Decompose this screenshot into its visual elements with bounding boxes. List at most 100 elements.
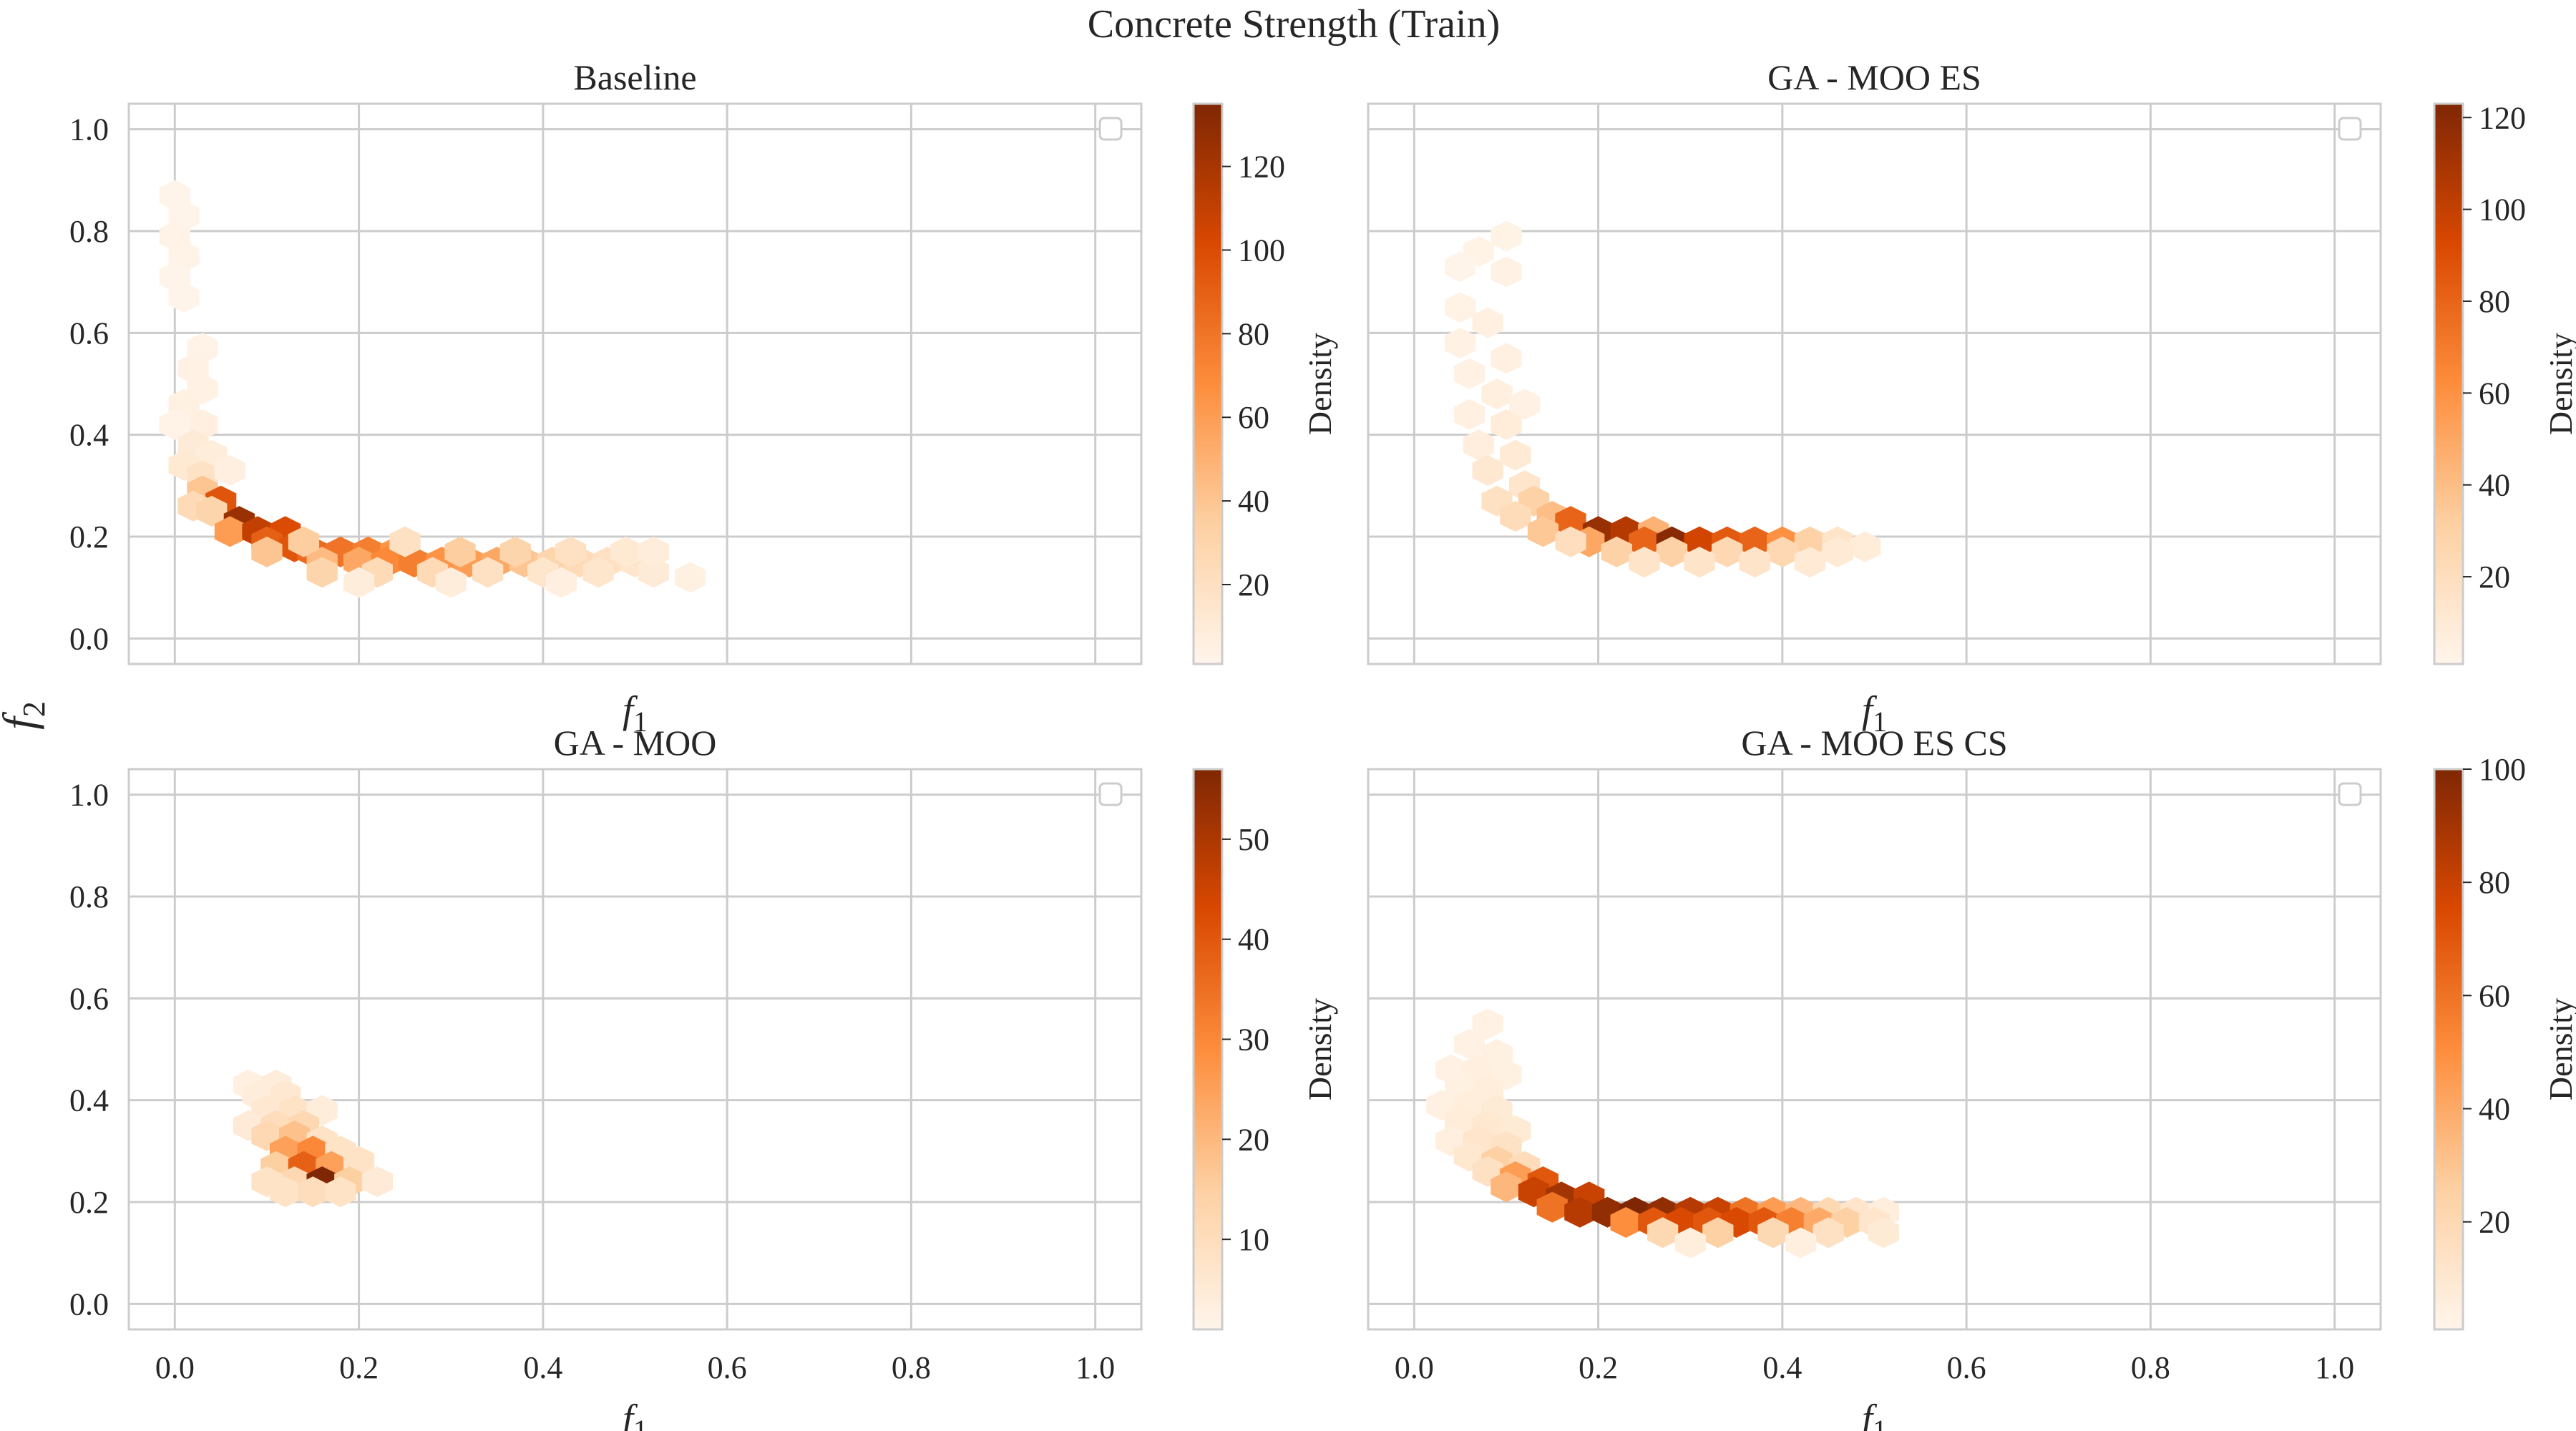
hexbin-cell bbox=[1629, 526, 1660, 557]
subplot-4: GA - MOO ES CS 0.0 0.2 0.4 0.6 0.8 1.0 f1 20 40 60… bbox=[1367, 723, 2576, 1431]
legend-box bbox=[2338, 117, 2362, 141]
hexbin-cell bbox=[1453, 399, 1485, 430]
xaxis-label-sub: 1 bbox=[1873, 705, 1887, 738]
hexbin-cell bbox=[1813, 1217, 1844, 1249]
hexbin-cell bbox=[1794, 547, 1826, 578]
hexbin-cell bbox=[196, 496, 228, 527]
xtick-label: 0.4 bbox=[523, 1350, 562, 1385]
hexbin-cell bbox=[1850, 531, 1881, 562]
xtick-label: 0.2 bbox=[339, 1350, 379, 1385]
xtick-label: 1.0 bbox=[2315, 1350, 2354, 1385]
colorbar-tick-label: 60 bbox=[2479, 978, 2510, 1013]
colorbar bbox=[1192, 768, 1224, 1331]
xaxis-label: f1 bbox=[1862, 1397, 1887, 1431]
colorbar-label: Density bbox=[2542, 333, 2576, 435]
xaxis-label-sub: 1 bbox=[633, 705, 648, 738]
colorbar-tick-label: 100 bbox=[1238, 233, 1285, 268]
subplot-title: GA - MOO ES CS bbox=[1741, 723, 2007, 763]
colorbar bbox=[2433, 768, 2464, 1331]
figure-title: Concrete Strength (Train) bbox=[1088, 2, 1501, 47]
xtick-label: 0.8 bbox=[2131, 1350, 2170, 1385]
ytick-label: 0.2 bbox=[69, 519, 109, 555]
xaxis-label-sub: 1 bbox=[1873, 1414, 1887, 1431]
hexbin-cell bbox=[1509, 389, 1541, 420]
hexbin-cell bbox=[610, 536, 642, 567]
subplot-title: GA - MOO ES bbox=[1767, 57, 1981, 97]
ytick-label: 1.0 bbox=[69, 778, 109, 813]
legend-box bbox=[1098, 117, 1123, 141]
xtick-label: 0.6 bbox=[1947, 1350, 1986, 1385]
hexbin-cell bbox=[325, 1176, 356, 1208]
hexbin-cell bbox=[306, 557, 338, 588]
hexbin-cell bbox=[1445, 292, 1476, 323]
colorbar-tick-label: 20 bbox=[2479, 1205, 2510, 1240]
xtick-label: 0.0 bbox=[155, 1350, 195, 1385]
ytick-label: 0.6 bbox=[69, 316, 109, 351]
subplot-title: GA - MOO bbox=[554, 723, 717, 763]
subplot-1: Baseline0.00.20.40.60.81.0f1204060801001… bbox=[69, 57, 1338, 738]
hexbin-cell bbox=[1767, 536, 1798, 567]
hexbin-cell bbox=[1629, 547, 1660, 578]
ytick-label: 1.0 bbox=[69, 112, 109, 147]
hexbin-cell bbox=[1601, 536, 1632, 567]
hexbin-cell bbox=[361, 1166, 393, 1198]
xtick-label: 0.2 bbox=[1579, 1350, 1618, 1385]
subplot-3: GA - MOO 0.0 0.2 0.4 0.6 0.8 1.0 0.0 0.2 0.4 0.6 0.… bbox=[69, 723, 1338, 1431]
colorbar-tick-label: 10 bbox=[1238, 1222, 1269, 1257]
colorbar-label: Density bbox=[2542, 998, 2576, 1100]
hexbin-cell bbox=[582, 557, 614, 588]
colorbar-tick-label: 120 bbox=[2479, 100, 2526, 135]
hexbin-cell bbox=[1757, 1217, 1789, 1249]
ytick-label: 0.8 bbox=[69, 879, 109, 914]
hexbin-cell bbox=[1445, 328, 1476, 359]
xtick-label: 0.8 bbox=[892, 1350, 931, 1385]
hexbin-cell bbox=[1564, 1196, 1596, 1228]
colorbar bbox=[2433, 102, 2464, 665]
hexbin-cell bbox=[1739, 526, 1770, 557]
hexbin-cell bbox=[1472, 307, 1503, 338]
figure-ylabel: f2 bbox=[0, 701, 52, 730]
hexbin-cell bbox=[1491, 343, 1522, 374]
hexbin-cell bbox=[472, 557, 504, 588]
colorbar-tick-label: 80 bbox=[2479, 284, 2510, 319]
plot-frame bbox=[127, 102, 1143, 665]
colorbar-tick-label: 80 bbox=[2479, 865, 2510, 900]
colorbar-tick-label: 50 bbox=[1238, 822, 1269, 857]
xtick-label: 0.0 bbox=[1395, 1350, 1434, 1385]
figure-ylabel-sub: 2 bbox=[16, 701, 52, 717]
colorbar-tick-label: 120 bbox=[1238, 150, 1285, 185]
hexbin-cell bbox=[638, 557, 669, 588]
hexbin-cell bbox=[1684, 547, 1715, 578]
colorbar-tick-label: 100 bbox=[2479, 752, 2526, 787]
colorbar-tick-label: 100 bbox=[2479, 192, 2526, 228]
subplot-grid: Baseline 0.0 0.2 0.4 0.6 0.8 1.0 f1 20 40 60 80 100 1… bbox=[69, 57, 2576, 1431]
colorbar-tick-label: 40 bbox=[1238, 922, 1269, 957]
colorbar-label: Density bbox=[1302, 998, 1338, 1100]
hexbin-cell bbox=[1536, 1191, 1568, 1223]
hexbin-cell bbox=[1656, 536, 1688, 567]
hexbin-cell bbox=[1785, 1227, 1817, 1259]
hexbin-cell bbox=[1739, 547, 1770, 578]
colorbar-tick-label: 40 bbox=[1238, 484, 1269, 519]
hexbin-cell bbox=[1500, 439, 1531, 471]
hexbin-cell bbox=[1555, 506, 1586, 537]
hexbin-cell bbox=[1500, 501, 1531, 532]
hexbin-cell bbox=[1684, 526, 1715, 557]
hexbin-cell bbox=[1472, 1008, 1503, 1040]
hexbin-cell bbox=[159, 409, 190, 440]
subplot-title: Baseline bbox=[573, 57, 696, 97]
hexbin-cell bbox=[1647, 1217, 1679, 1249]
xtick-label: 0.6 bbox=[708, 1350, 747, 1385]
ytick-label: 0.4 bbox=[69, 1083, 109, 1118]
legend-box bbox=[2338, 782, 2362, 806]
hexbin-cell bbox=[1491, 1171, 1522, 1203]
ytick-label: 0.0 bbox=[69, 1286, 109, 1322]
hexbin-cell bbox=[1555, 526, 1586, 557]
plot-frame bbox=[127, 768, 1143, 1331]
hexbin-cell bbox=[214, 516, 246, 547]
colorbar bbox=[1192, 102, 1224, 665]
legend-box bbox=[1098, 782, 1123, 806]
ytick-label: 0.0 bbox=[69, 621, 109, 656]
